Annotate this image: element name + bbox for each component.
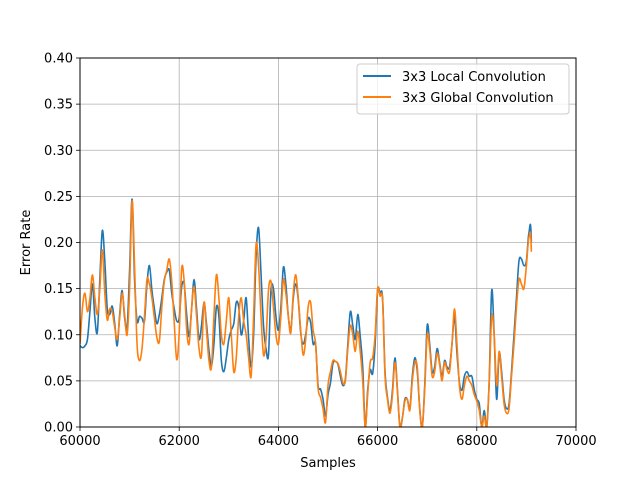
y-tick-label: 0.20: [44, 236, 73, 251]
axis-ticks: 60000 62000 64000 66000 68000 70000 0.00 0.05 0.…: [44, 52, 597, 450]
y-tick-label: 0.30: [44, 144, 73, 159]
x-tick-label: 60000: [59, 434, 100, 449]
x-tick-label: 62000: [159, 434, 200, 449]
x-tick-label: 66000: [357, 434, 398, 449]
y-tick-label: 0.00: [44, 421, 73, 436]
legend-label-global: 3x3 Global Convolution: [402, 91, 554, 106]
legend: 3x3 Local Convolution 3x3 Global Convolu…: [356, 63, 570, 115]
y-tick-label: 0.35: [44, 98, 73, 113]
legend-box: [356, 63, 570, 115]
y-tick-label: 0.15: [44, 282, 73, 297]
x-tick-label: 70000: [555, 434, 596, 449]
y-tick-label: 0.05: [44, 374, 73, 389]
y-tick-label: 0.40: [44, 52, 73, 67]
y-tick-label: 0.25: [44, 190, 73, 205]
y-axis-label: Error Rate: [19, 210, 34, 276]
y-tick-label: 0.10: [44, 328, 73, 343]
series-line-global-convolution: [80, 200, 533, 427]
legend-label-local: 3x3 Local Convolution: [402, 70, 546, 85]
series-group: [80, 198, 533, 427]
x-tick-label: 64000: [258, 434, 299, 449]
x-tick-label: 68000: [456, 434, 497, 449]
x-axis-label: Samples: [300, 456, 356, 471]
